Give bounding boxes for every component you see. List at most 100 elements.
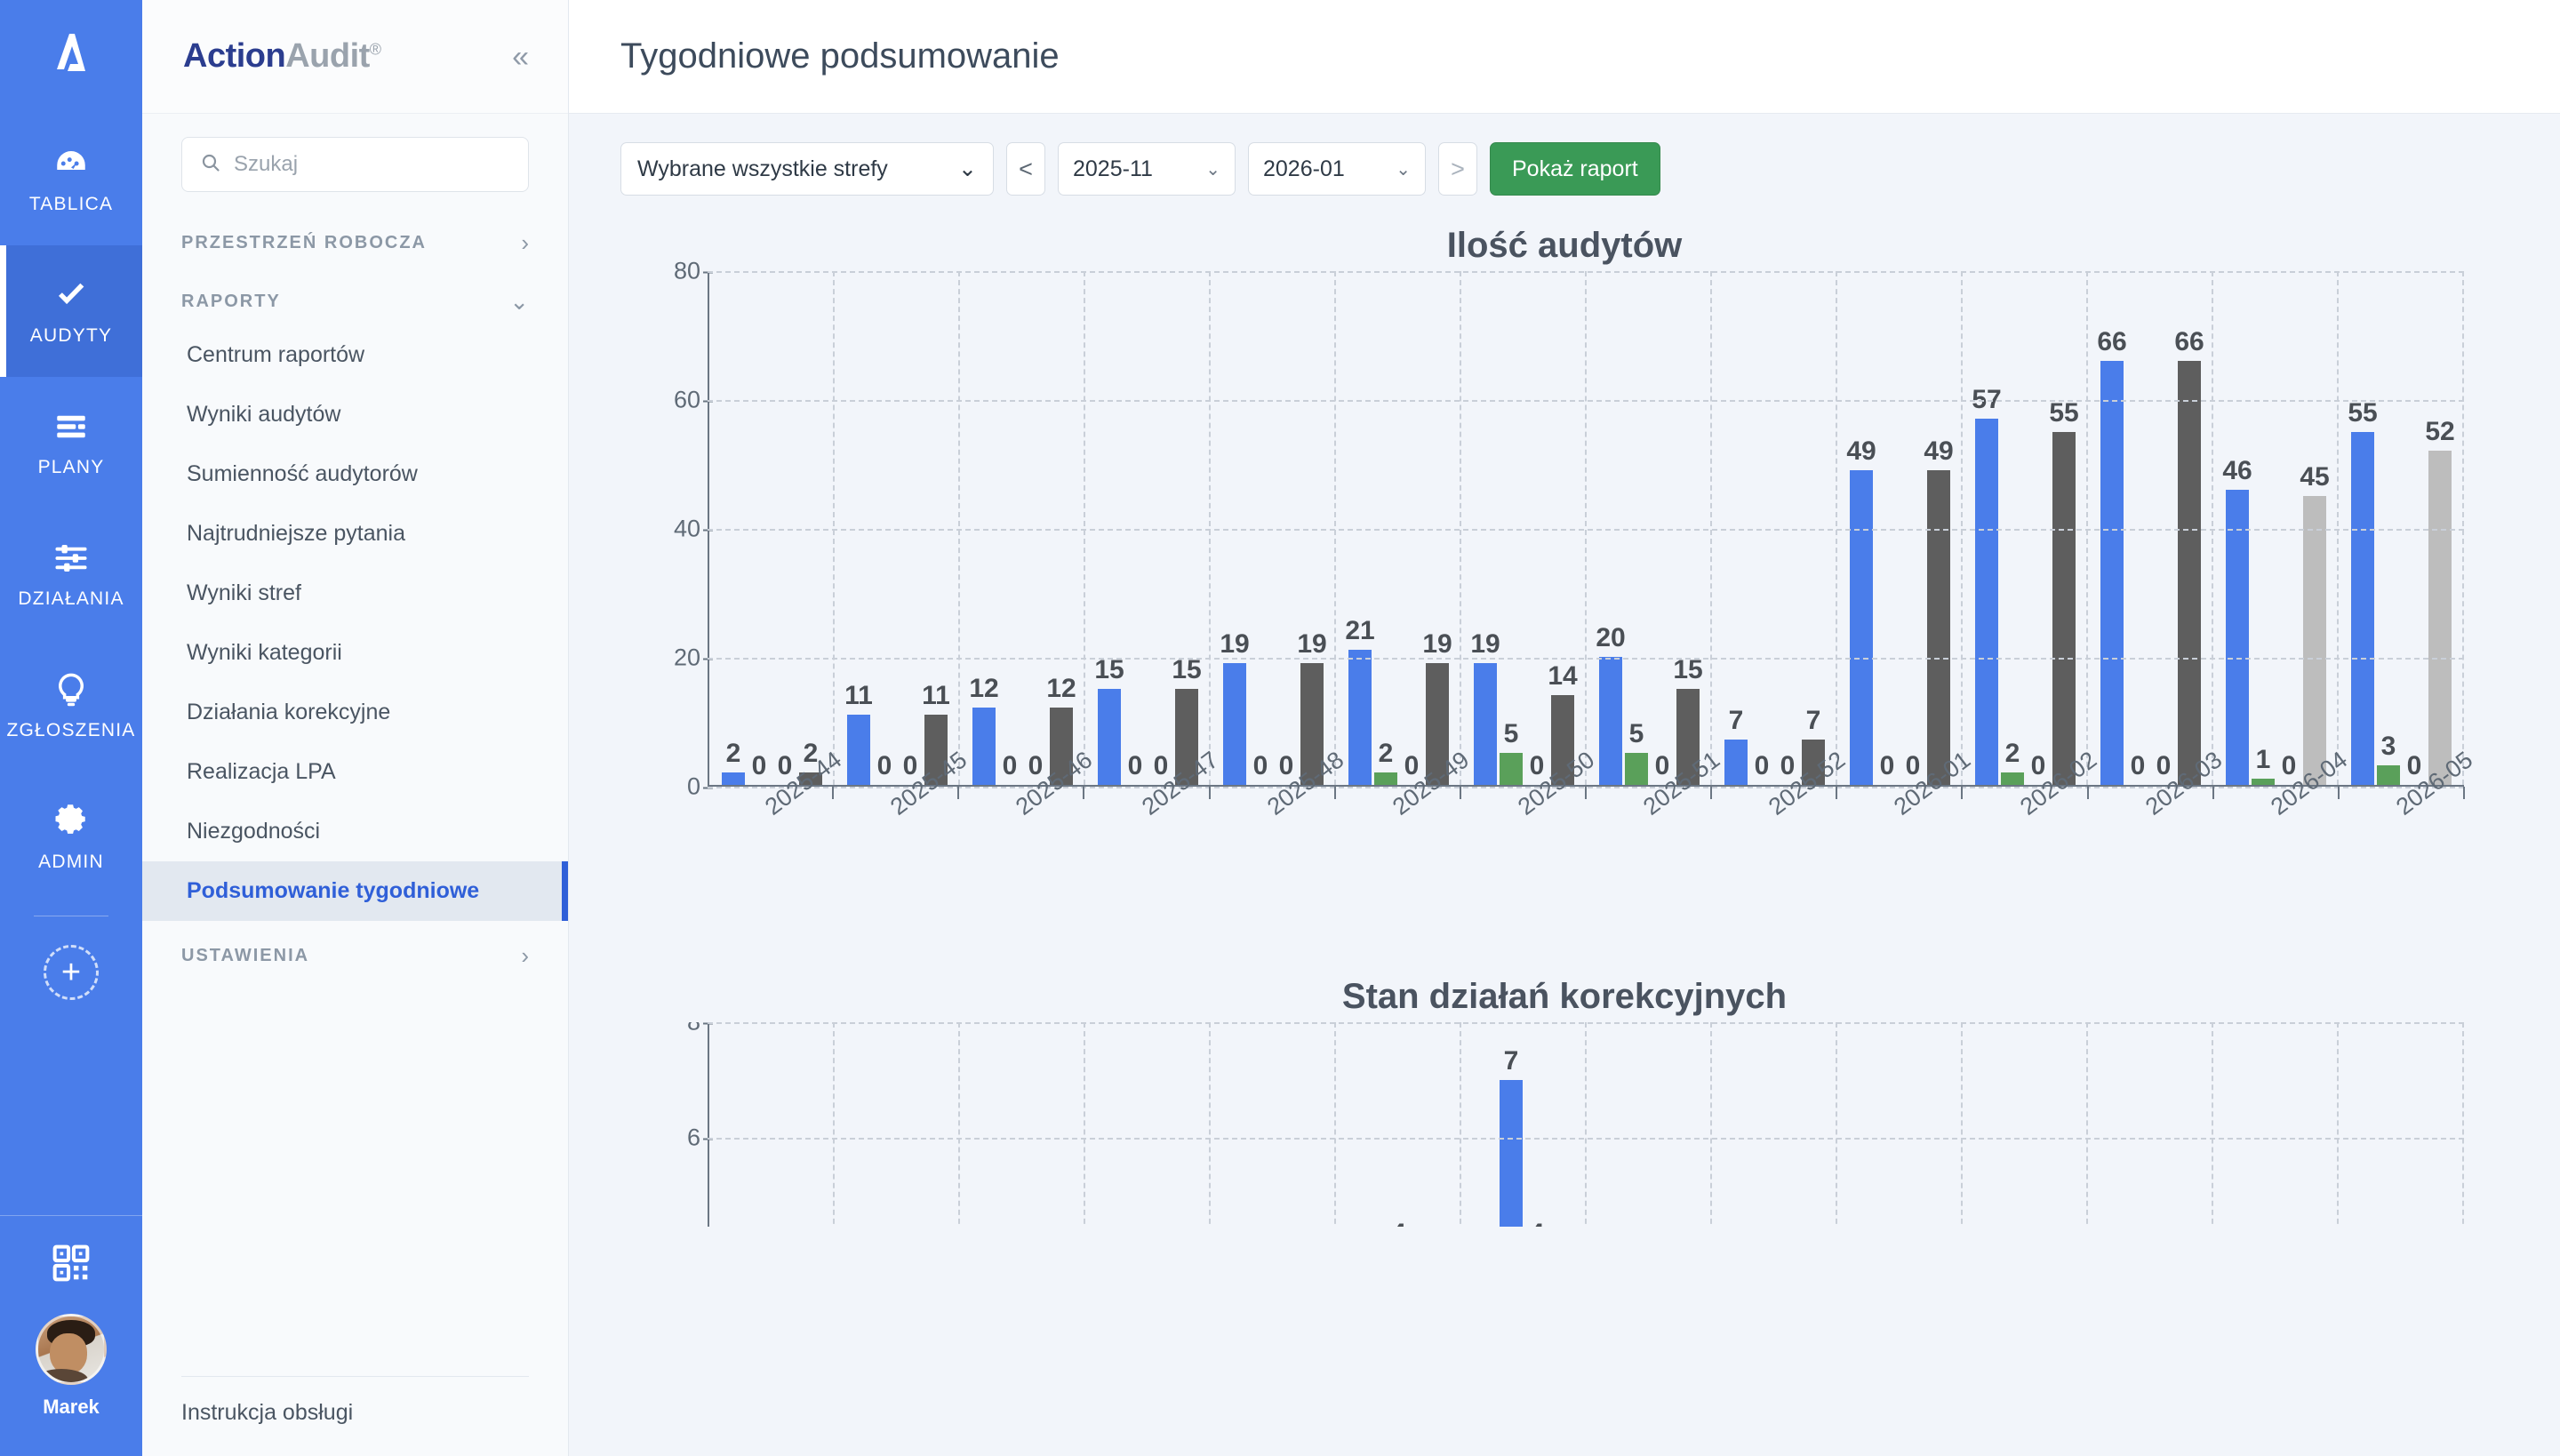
sidebar-item-wyniki-audytow[interactable]: Wyniki audytów: [187, 402, 341, 427]
brand-second: Audit: [285, 37, 370, 75]
bar[interactable]: 19: [1220, 629, 1250, 785]
qr-code-button[interactable]: [0, 1216, 142, 1314]
bar[interactable]: 5: [1500, 719, 1523, 785]
brand-logo[interactable]: ActionAudit®: [183, 37, 381, 76]
sidebar-item-dzialania-korekcyjne[interactable]: Działania korekcyjne: [187, 700, 391, 724]
bar[interactable]: 5: [1625, 719, 1648, 785]
chevron-down-icon: ⌄: [509, 288, 529, 315]
search-box[interactable]: [181, 137, 529, 192]
sidebar-section-ustawienia[interactable]: USTAWIENIA ›: [142, 921, 568, 980]
bar-value-label: 5: [1628, 718, 1644, 748]
y-axis-ticks: 468: [645, 1022, 713, 1227]
bar[interactable]: 3: [2377, 732, 2400, 785]
bar-value-label: 2: [725, 738, 741, 768]
sidebar-item-zgloszenia[interactable]: ZGŁOSZENIA: [0, 640, 142, 772]
sidebar-item-podsumowanie-tygodniowe[interactable]: Podsumowanie tygodniowe: [142, 861, 568, 921]
bar[interactable]: 55: [2348, 398, 2378, 785]
collapse-sidebar-icon[interactable]: «: [512, 39, 529, 74]
bar-group: 12 0 0 12: [960, 271, 1085, 785]
sidebar-item-dzialania[interactable]: DZIAŁANIA: [0, 508, 142, 640]
sidebar-item-niezgodnosci[interactable]: Niezgodności: [187, 819, 321, 844]
main-area: Tygodniowe podsumowanie Wybrane wszystki…: [569, 0, 2560, 1456]
bar[interactable]: 52: [2425, 417, 2455, 785]
bar[interactable]: 57: [1972, 385, 2002, 785]
x-axis-tick: [2463, 787, 2465, 799]
show-report-button[interactable]: Pokaż raport: [1490, 142, 1660, 196]
bar-group: [709, 1022, 835, 1227]
bar[interactable]: 49: [1846, 436, 1876, 785]
sidebar-section-przestrzen-robocza[interactable]: PRZESTRZEŃ ROBOCZA ›: [142, 208, 568, 267]
prev-period-button[interactable]: <: [1006, 142, 1045, 196]
secondary-sidebar: ActionAudit® « PRZESTRZEŃ ROBOCZA › RAPO…: [142, 0, 569, 1456]
bar-value-label: 2: [2004, 738, 2020, 768]
sidebar-item-wyniki-stref[interactable]: Wyniki stref: [187, 580, 301, 605]
page-title: Tygodniowe podsumowanie: [620, 36, 1060, 76]
bar[interactable]: 19: [1297, 629, 1327, 785]
bar[interactable]: 21: [1345, 616, 1375, 785]
sidebar-item-admin[interactable]: ADMIN: [0, 772, 142, 903]
zone-select[interactable]: Wybrane wszystkie strefy ⌄: [620, 142, 994, 196]
bar[interactable]: 11: [844, 681, 873, 785]
bar[interactable]: 15: [1673, 655, 1703, 785]
gridline: [708, 1022, 2464, 1024]
bar[interactable]: 46: [2222, 456, 2252, 785]
chart-audits-wrapper: 0 20 40 60 80 2 0 0 2 11 0 0 11 12 0 0 12 15 0 0 15 19 0 0 19 21…: [569, 258, 2560, 902]
bar[interactable]: 45: [2300, 462, 2330, 785]
bar-group: [1211, 1022, 1336, 1227]
next-period-button[interactable]: >: [1438, 142, 1477, 196]
bar[interactable]: 7: [1500, 1046, 1523, 1227]
bar-group: 15 0 0 15: [1085, 271, 1211, 785]
app-logo-icon[interactable]: [0, 0, 142, 114]
bar[interactable]: 19: [1470, 629, 1500, 785]
bar[interactable]: 7: [1724, 706, 1748, 785]
sidebar-header: ActionAudit® «: [142, 0, 568, 114]
user-profile[interactable]: Marek: [0, 1314, 142, 1456]
bar[interactable]: 2: [799, 739, 822, 785]
bar[interactable]: 49: [1924, 436, 1954, 785]
bar-value-label: 52: [2425, 417, 2455, 447]
bar-value-label: 14: [1548, 660, 1578, 691]
bar[interactable]: 15: [1094, 655, 1124, 785]
sidebar-section-raporty[interactable]: RAPORTY ⌄: [142, 267, 568, 325]
sidebar-item-centrum-raportow[interactable]: Centrum raportów: [187, 342, 365, 367]
date-to-select[interactable]: 2026-01 ⌄: [1248, 142, 1426, 196]
brand-registered-mark: ®: [369, 40, 381, 59]
bar[interactable]: 12: [1046, 674, 1076, 785]
rail-bottom-divider: [0, 1215, 142, 1216]
bar-value-label: 66: [2174, 327, 2204, 357]
x-axis-tick: [1710, 787, 1713, 799]
bar[interactable]: 14: [1548, 661, 1578, 785]
date-from-select[interactable]: 2025-11 ⌄: [1058, 142, 1236, 196]
x-axis-line: [708, 785, 2464, 787]
search-input[interactable]: [234, 152, 510, 177]
bar[interactable]: 2: [1374, 739, 1397, 785]
bar[interactable]: 2: [722, 739, 745, 785]
sidebar-item-label: ZGŁOSZENIA: [6, 720, 136, 740]
bar[interactable]: 66: [2174, 327, 2204, 785]
x-axis-tick: [1083, 787, 1085, 799]
sidebar-item-sumiennosc-audytorow[interactable]: Sumienność audytorów: [187, 461, 418, 486]
bar[interactable]: 2: [2001, 739, 2024, 785]
bar[interactable]: 7: [1802, 706, 1825, 785]
sidebar-item-audyty[interactable]: AUDYTY: [0, 245, 142, 377]
sidebar-item-label: PLANY: [37, 457, 105, 477]
bar[interactable]: 1: [2252, 745, 2275, 785]
sidebar-item-najtrudniejsze-pytania[interactable]: Najtrudniejsze pytania: [187, 521, 405, 546]
sidebar-item-plany[interactable]: PLANY: [0, 377, 142, 508]
bar[interactable]: 19: [1422, 629, 1452, 785]
sidebar-item-realizacja-lpa[interactable]: Realizacja LPA: [187, 759, 336, 784]
bar-value-label: 15: [1172, 654, 1202, 684]
bar-value-label: 0: [1028, 751, 1044, 780]
sidebar-item-wyniki-kategorii[interactable]: Wyniki kategorii: [187, 640, 342, 665]
bar[interactable]: 55: [2049, 398, 2079, 785]
sidebar-item-tablica[interactable]: TABLICA: [0, 114, 142, 245]
bar[interactable]: 66: [2097, 327, 2127, 785]
bar[interactable]: 15: [1172, 655, 1202, 785]
bar[interactable]: 11: [922, 681, 950, 785]
add-new-button[interactable]: +: [0, 929, 142, 1000]
bar[interactable]: 12: [969, 674, 999, 785]
bar[interactable]: 20: [1596, 623, 1626, 785]
sidebar-item-instrukcja-obslugi[interactable]: Instrukcja obsługi: [181, 1400, 354, 1425]
sidebar-item-label: TABLICA: [28, 194, 114, 214]
